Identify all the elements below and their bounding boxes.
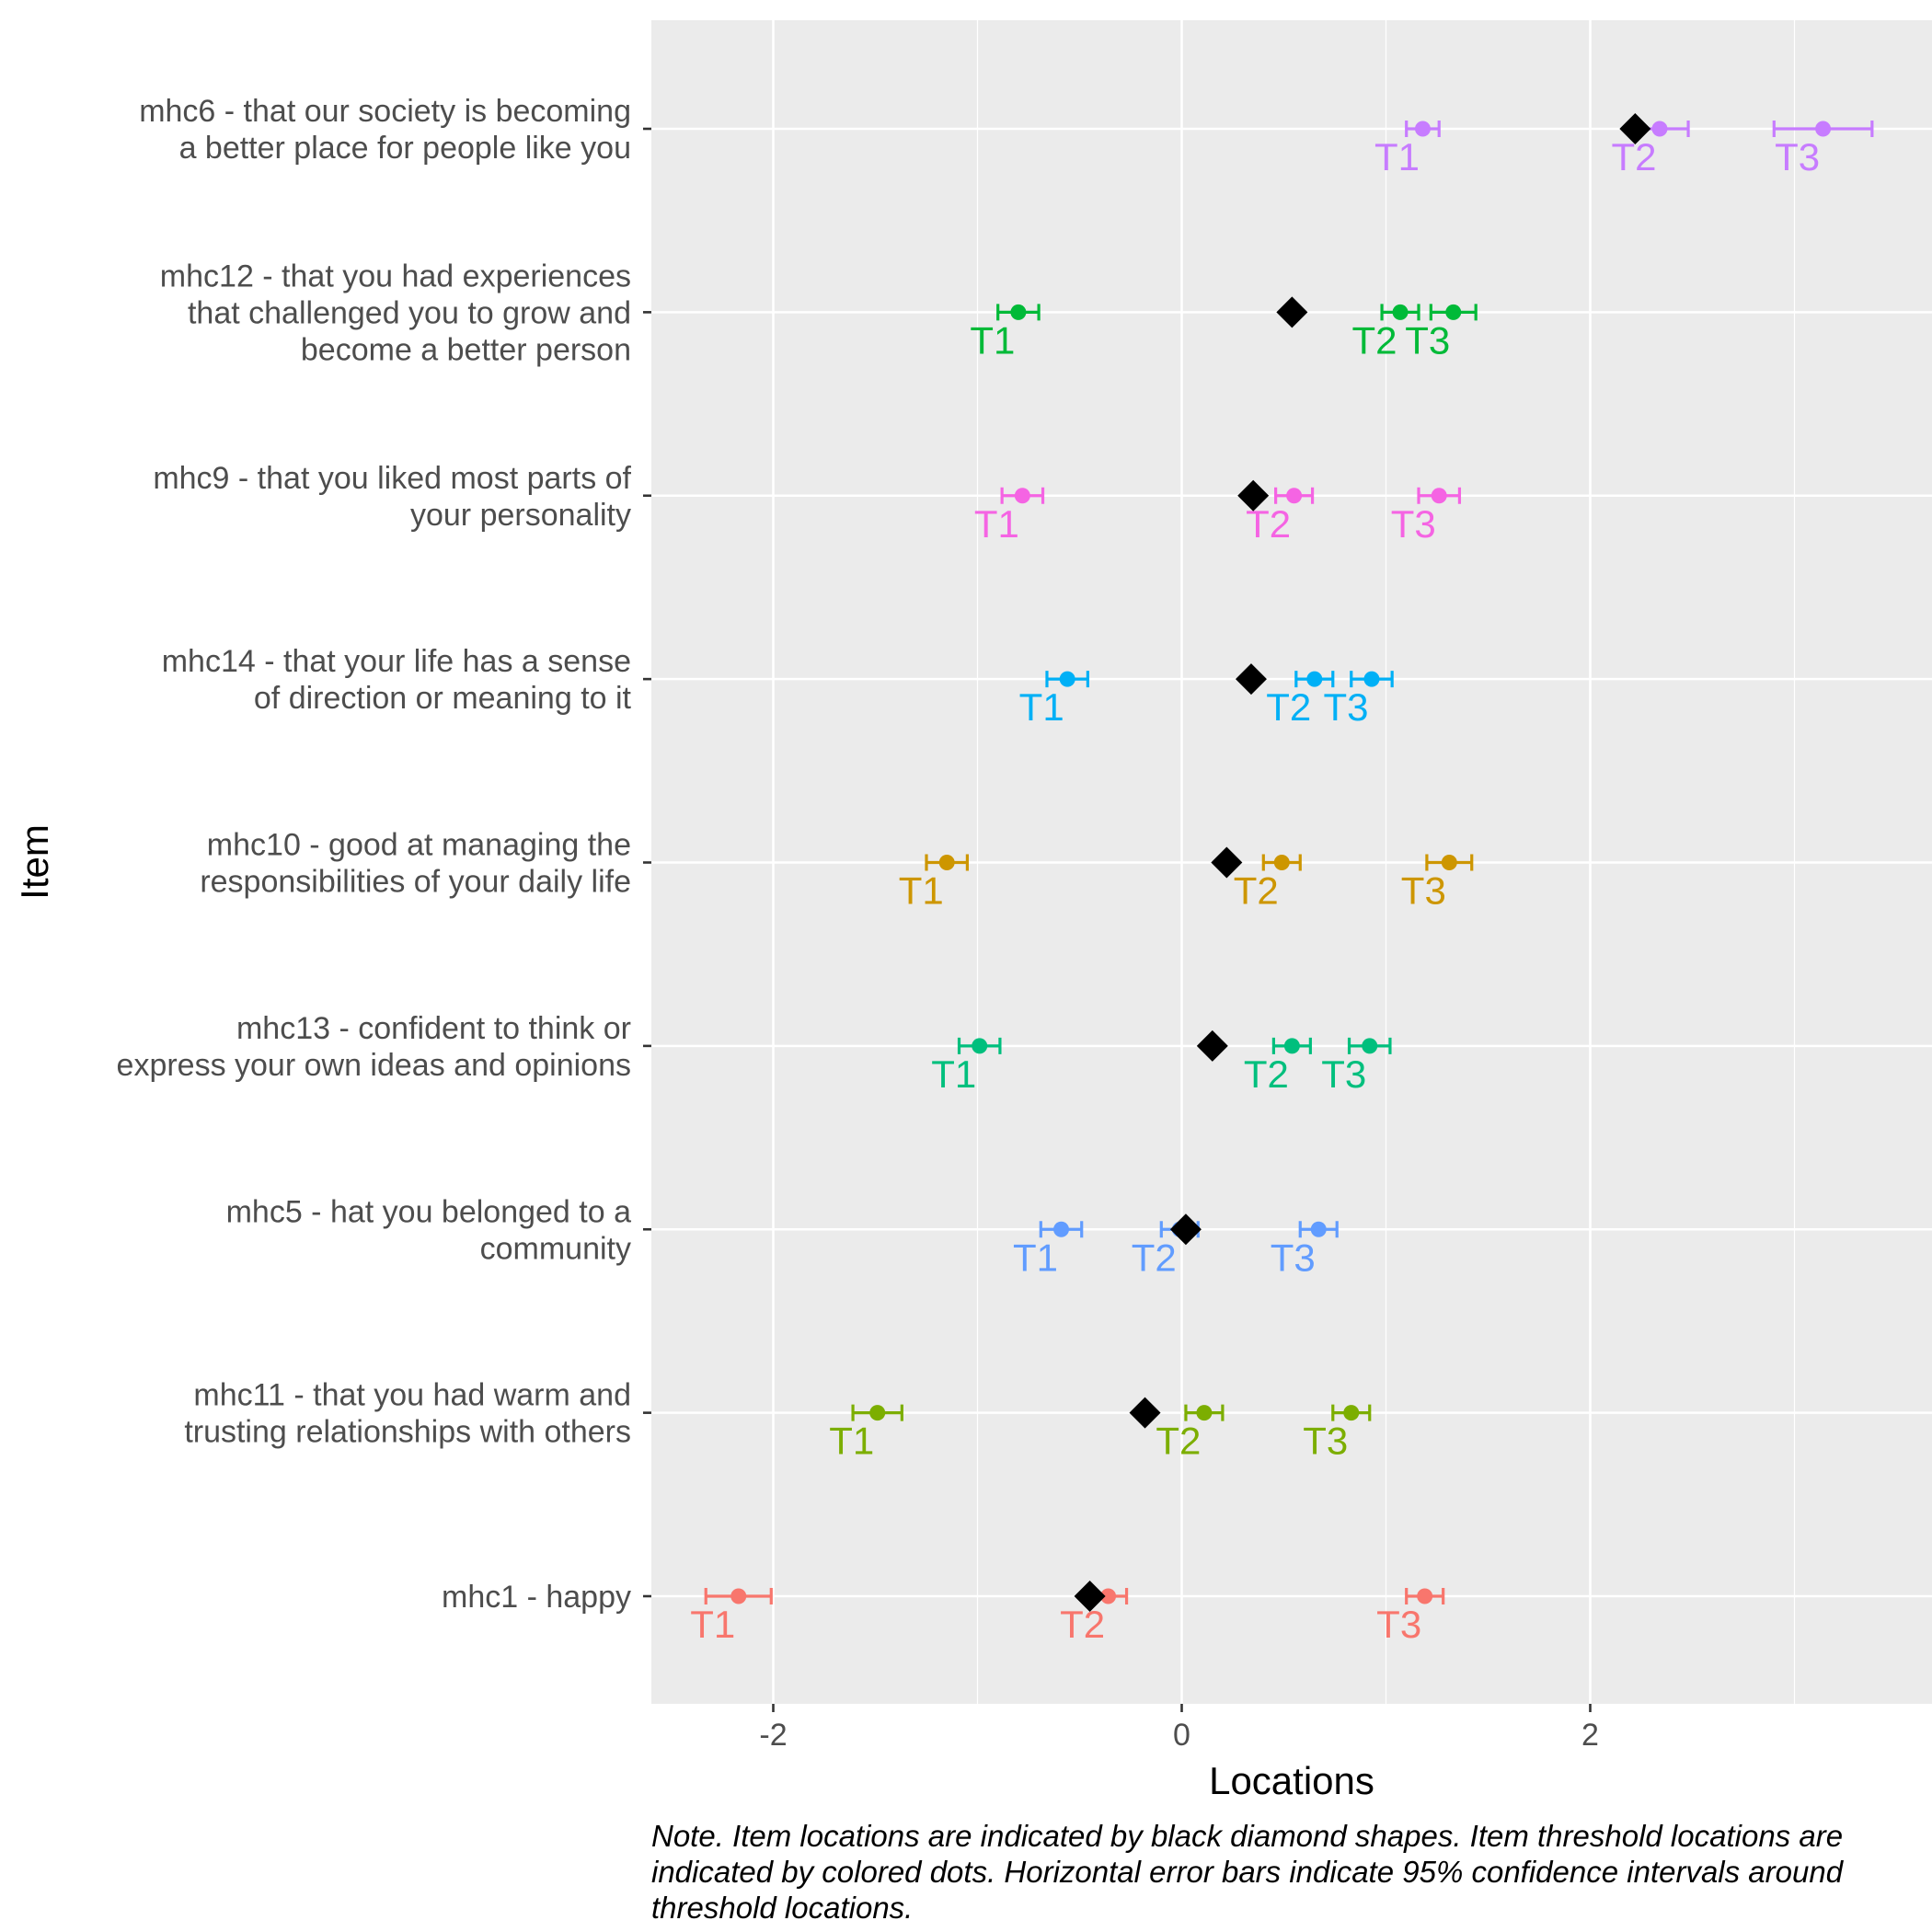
y-tick-label: mhc13 - confident to think or xyxy=(236,1011,631,1046)
threshold-label: T1 xyxy=(1019,685,1064,729)
threshold-point xyxy=(1286,488,1303,504)
threshold-point xyxy=(1306,671,1323,687)
y-tick-label: trusting relationships with others xyxy=(184,1415,631,1450)
threshold-label: T3 xyxy=(1391,502,1436,546)
y-tick-label: your personality xyxy=(410,498,631,533)
threshold-point xyxy=(1815,121,1832,137)
threshold-point xyxy=(730,1588,747,1604)
threshold-label: T2 xyxy=(1156,1420,1201,1463)
threshold-point xyxy=(1053,1221,1070,1237)
item-location-diamond xyxy=(1129,1397,1161,1429)
threshold-point xyxy=(1431,488,1447,504)
threshold-label: T1 xyxy=(1013,1236,1058,1279)
threshold-label: T3 xyxy=(1401,869,1446,913)
y-tick-label: mhc12 - that you had experiences xyxy=(160,259,631,293)
threshold-label: T2 xyxy=(1266,685,1311,729)
x-axis-ticks xyxy=(772,1704,1592,1712)
threshold-label: T1 xyxy=(1374,135,1420,178)
y-tick-label: express your own ideas and opinions xyxy=(117,1048,631,1083)
x-tick-label: -2 xyxy=(759,1718,787,1753)
threshold-point xyxy=(1392,304,1409,320)
figure-note: Note. Item locations are indicated by bl… xyxy=(651,1819,1844,1925)
y-tick-label: that challenged you to grow and xyxy=(188,295,631,330)
y-tick-label: mhc10 - good at managing the xyxy=(207,828,631,863)
threshold-label: T3 xyxy=(1376,1603,1421,1646)
threshold-label: T2 xyxy=(1244,1052,1289,1096)
threshold-point xyxy=(972,1038,988,1054)
threshold-label: T3 xyxy=(1321,1052,1366,1096)
threshold-label: T3 xyxy=(1271,1236,1316,1279)
item-location-diamond xyxy=(1211,846,1243,879)
threshold-point xyxy=(1445,304,1462,320)
threshold-label: T2 xyxy=(1352,318,1397,362)
threshold-label: T2 xyxy=(1132,1236,1177,1279)
item-location-diamond xyxy=(1196,1029,1228,1062)
threshold-point xyxy=(1343,1405,1360,1421)
threshold-point xyxy=(1100,1588,1117,1604)
x-axis-labels: -2 0 2 xyxy=(759,1718,1599,1753)
x-axis-title: Locations xyxy=(1209,1759,1374,1802)
y-tick-label: mhc5 - hat you belonged to a xyxy=(226,1194,631,1229)
threshold-label: T3 xyxy=(1323,685,1368,729)
y-tick-label: a better place for people like you xyxy=(179,131,631,166)
item-location-diamond xyxy=(1237,479,1270,512)
y-tick-label: of direction or meaning to it xyxy=(254,681,632,716)
threshold-point xyxy=(1010,304,1027,320)
threshold-point xyxy=(1310,1221,1327,1237)
threshold-label: T1 xyxy=(690,1603,735,1646)
threshold-point xyxy=(938,855,955,870)
threshold-point xyxy=(1196,1405,1213,1421)
threshold-label: T3 xyxy=(1775,135,1820,178)
y-tick-label: mhc14 - that your life has a sense xyxy=(162,644,631,679)
y-tick-label: become a better person xyxy=(301,332,631,367)
item-location-diamond xyxy=(1235,663,1267,696)
y-axis-ticks xyxy=(643,127,651,1598)
threshold-point xyxy=(1414,121,1431,137)
item-location-diamond xyxy=(1169,1213,1202,1246)
y-tick-label: community xyxy=(480,1231,631,1266)
threshold-label: T3 xyxy=(1303,1420,1348,1463)
y-axis-title: Item xyxy=(13,824,56,900)
x-tick-label: 2 xyxy=(1581,1718,1599,1753)
threshold-label: T3 xyxy=(1405,318,1450,362)
y-tick-label: mhc1 - happy xyxy=(442,1580,631,1615)
threshold-label: T1 xyxy=(899,869,944,913)
threshold-point xyxy=(1059,671,1075,687)
threshold-label: T2 xyxy=(1234,869,1279,913)
threshold-point xyxy=(1363,671,1380,687)
threshold-point xyxy=(1014,488,1030,504)
threshold-label: T1 xyxy=(931,1052,976,1096)
item-location-diamond xyxy=(1276,296,1308,328)
y-tick-label: mhc9 - that you liked most parts of xyxy=(153,461,631,496)
threshold-point xyxy=(1651,121,1668,137)
y-tick-label: mhc6 - that our society is becoming xyxy=(139,94,631,129)
y-tick-label: mhc11 - that you had warm and xyxy=(193,1378,631,1413)
threshold-label: T1 xyxy=(829,1420,874,1463)
threshold-point xyxy=(1273,855,1290,870)
threshold-point xyxy=(1362,1038,1378,1054)
item-location-diamond xyxy=(1619,113,1651,144)
threshold-label: T1 xyxy=(974,502,1019,546)
x-tick-label: 0 xyxy=(1173,1718,1190,1753)
threshold-point xyxy=(1417,1588,1433,1604)
threshold-point xyxy=(1283,1038,1300,1054)
threshold-label: T2 xyxy=(1060,1603,1105,1646)
item-location-diamond xyxy=(1074,1581,1106,1612)
threshold-point xyxy=(869,1405,886,1421)
y-tick-label: responsibilities of your daily life xyxy=(200,865,631,900)
threshold-point xyxy=(1441,855,1457,870)
threshold-label: T1 xyxy=(970,318,1015,362)
